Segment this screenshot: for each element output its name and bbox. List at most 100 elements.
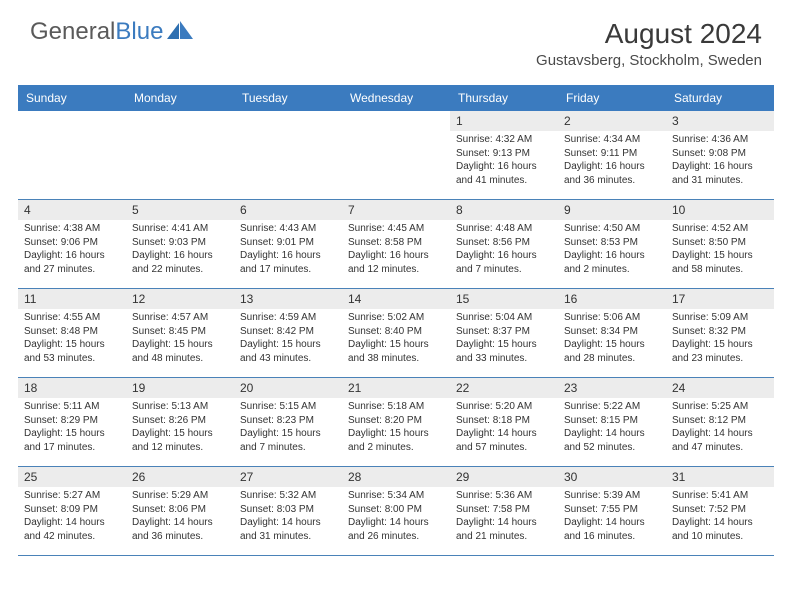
weekday-header: Monday <box>126 85 234 111</box>
day-cell: 12Sunrise: 4:57 AMSunset: 8:45 PMDayligh… <box>126 289 234 377</box>
day-details: Sunrise: 4:34 AMSunset: 9:11 PMDaylight:… <box>558 131 666 191</box>
day-number: 18 <box>18 378 126 398</box>
daylight1-text: Daylight: 14 hours <box>672 516 768 530</box>
day-details: Sunrise: 5:15 AMSunset: 8:23 PMDaylight:… <box>234 398 342 458</box>
day-number: 30 <box>558 467 666 487</box>
sunset-text: Sunset: 8:32 PM <box>672 325 768 339</box>
day-number: 4 <box>18 200 126 220</box>
daylight1-text: Daylight: 15 hours <box>564 338 660 352</box>
day-number: 22 <box>450 378 558 398</box>
daylight2-text: and 2 minutes. <box>564 263 660 277</box>
sunrise-text: Sunrise: 5:25 AM <box>672 400 768 414</box>
sunset-text: Sunset: 8:37 PM <box>456 325 552 339</box>
daylight1-text: Daylight: 15 hours <box>240 427 336 441</box>
sunset-text: Sunset: 9:01 PM <box>240 236 336 250</box>
daylight1-text: Daylight: 14 hours <box>132 516 228 530</box>
day-cell: 4Sunrise: 4:38 AMSunset: 9:06 PMDaylight… <box>18 200 126 288</box>
daylight2-text: and 58 minutes. <box>672 263 768 277</box>
daylight2-text: and 10 minutes. <box>672 530 768 544</box>
day-number: 29 <box>450 467 558 487</box>
daylight1-text: Daylight: 14 hours <box>564 516 660 530</box>
day-number: 24 <box>666 378 774 398</box>
calendar-grid: SundayMondayTuesdayWednesdayThursdayFrid… <box>18 85 774 556</box>
weekday-header: Tuesday <box>234 85 342 111</box>
day-number: 12 <box>126 289 234 309</box>
week-row: 1Sunrise: 4:32 AMSunset: 9:13 PMDaylight… <box>18 111 774 200</box>
day-cell: 29Sunrise: 5:36 AMSunset: 7:58 PMDayligh… <box>450 467 558 555</box>
daylight1-text: Daylight: 16 hours <box>132 249 228 263</box>
day-cell: 7Sunrise: 4:45 AMSunset: 8:58 PMDaylight… <box>342 200 450 288</box>
day-details: Sunrise: 5:02 AMSunset: 8:40 PMDaylight:… <box>342 309 450 369</box>
daylight2-text: and 33 minutes. <box>456 352 552 366</box>
daylight1-text: Daylight: 16 hours <box>564 249 660 263</box>
week-row: 4Sunrise: 4:38 AMSunset: 9:06 PMDaylight… <box>18 200 774 289</box>
daylight1-text: Daylight: 14 hours <box>24 516 120 530</box>
sunrise-text: Sunrise: 4:52 AM <box>672 222 768 236</box>
daylight1-text: Daylight: 14 hours <box>348 516 444 530</box>
daylight2-text: and 22 minutes. <box>132 263 228 277</box>
daylight2-text: and 43 minutes. <box>240 352 336 366</box>
day-number: 11 <box>18 289 126 309</box>
day-details: Sunrise: 4:57 AMSunset: 8:45 PMDaylight:… <box>126 309 234 369</box>
day-details: Sunrise: 5:06 AMSunset: 8:34 PMDaylight:… <box>558 309 666 369</box>
day-number: 16 <box>558 289 666 309</box>
day-number: 8 <box>450 200 558 220</box>
day-cell: 6Sunrise: 4:43 AMSunset: 9:01 PMDaylight… <box>234 200 342 288</box>
daylight1-text: Daylight: 14 hours <box>672 427 768 441</box>
day-details: Sunrise: 4:41 AMSunset: 9:03 PMDaylight:… <box>126 220 234 280</box>
daylight2-text: and 17 minutes. <box>240 263 336 277</box>
daylight1-text: Daylight: 15 hours <box>672 249 768 263</box>
sunset-text: Sunset: 9:11 PM <box>564 147 660 161</box>
day-details: Sunrise: 4:32 AMSunset: 9:13 PMDaylight:… <box>450 131 558 191</box>
sunrise-text: Sunrise: 5:39 AM <box>564 489 660 503</box>
daylight1-text: Daylight: 15 hours <box>240 338 336 352</box>
day-cell: 22Sunrise: 5:20 AMSunset: 8:18 PMDayligh… <box>450 378 558 466</box>
daylight1-text: Daylight: 15 hours <box>348 338 444 352</box>
day-details: Sunrise: 4:48 AMSunset: 8:56 PMDaylight:… <box>450 220 558 280</box>
day-cell: 10 Sunrise: 4:52 AMSunset: 8:50 PMDayligh… <box>666 200 774 288</box>
day-number: 10 <box>666 200 774 220</box>
weekday-header-row: SundayMondayTuesdayWednesdayThursdayFrid… <box>18 85 774 111</box>
day-cell: 9Sunrise: 4:50 AMSunset: 8:53 PMDaylight… <box>558 200 666 288</box>
day-cell: 20Sunrise: 5:15 AMSunset: 8:23 PMDayligh… <box>234 378 342 466</box>
daylight1-text: Daylight: 15 hours <box>132 338 228 352</box>
sunrise-text: Sunrise: 4:38 AM <box>24 222 120 236</box>
logo-text-blue: Blue <box>115 18 163 46</box>
day-number: 1 <box>450 111 558 131</box>
day-cell <box>234 111 342 199</box>
daylight2-text: and 2 minutes. <box>348 441 444 455</box>
daylight2-text: and 12 minutes. <box>132 441 228 455</box>
sunrise-text: Sunrise: 5:18 AM <box>348 400 444 414</box>
sunrise-text: Sunrise: 4:59 AM <box>240 311 336 325</box>
daylight2-text: and 53 minutes. <box>24 352 120 366</box>
day-cell: 31Sunrise: 5:41 AMSunset: 7:52 PMDayligh… <box>666 467 774 555</box>
day-details: Sunrise: 5:39 AMSunset: 7:55 PMDaylight:… <box>558 487 666 547</box>
daylight2-text: and 36 minutes. <box>564 174 660 188</box>
sunrise-text: Sunrise: 5:20 AM <box>456 400 552 414</box>
sunset-text: Sunset: 9:08 PM <box>672 147 768 161</box>
day-details: Sunrise: 5:29 AMSunset: 8:06 PMDaylight:… <box>126 487 234 547</box>
title-block: August 2024 Gustavsberg, Stockholm, Swed… <box>536 18 762 69</box>
logo-text-gray: General <box>30 18 115 46</box>
day-number: 17 <box>666 289 774 309</box>
page-header: GeneralBlue August 2024 Gustavsberg, Sto… <box>0 0 792 77</box>
daylight1-text: Daylight: 15 hours <box>24 338 120 352</box>
daylight2-text: and 31 minutes. <box>672 174 768 188</box>
day-cell: 28Sunrise: 5:34 AMSunset: 8:00 PMDayligh… <box>342 467 450 555</box>
daylight1-text: Daylight: 16 hours <box>456 249 552 263</box>
sunset-text: Sunset: 8:20 PM <box>348 414 444 428</box>
sunset-text: Sunset: 8:42 PM <box>240 325 336 339</box>
sunrise-text: Sunrise: 4:32 AM <box>456 133 552 147</box>
sunrise-text: Sunrise: 5:29 AM <box>132 489 228 503</box>
day-cell <box>18 111 126 199</box>
daylight2-text: and 26 minutes. <box>348 530 444 544</box>
day-cell <box>342 111 450 199</box>
sunset-text: Sunset: 8:50 PM <box>672 236 768 250</box>
sunset-text: Sunset: 8:53 PM <box>564 236 660 250</box>
sunrise-text: Sunrise: 5:11 AM <box>24 400 120 414</box>
week-row: 25Sunrise: 5:27 AMSunset: 8:09 PMDayligh… <box>18 467 774 556</box>
sunrise-text: Sunrise: 5:41 AM <box>672 489 768 503</box>
day-cell: 26Sunrise: 5:29 AMSunset: 8:06 PMDayligh… <box>126 467 234 555</box>
sunset-text: Sunset: 8:00 PM <box>348 503 444 517</box>
sunset-text: Sunset: 7:58 PM <box>456 503 552 517</box>
